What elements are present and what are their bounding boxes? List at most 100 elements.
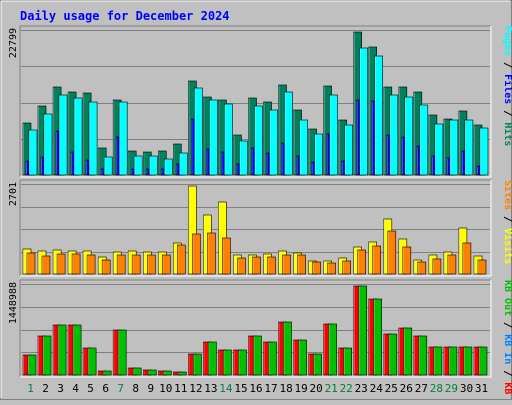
bar-pages-day-4 [73, 97, 83, 176]
bar-sites [26, 252, 36, 275]
bar-pages-day-1 [28, 129, 38, 176]
bar-sites-day-30 [462, 242, 472, 275]
bar-pages-day-21 [329, 94, 338, 176]
bar-sites [267, 256, 276, 275]
day-label: 28 [430, 382, 443, 395]
bar-pages [419, 104, 429, 176]
bar-sites-day-22 [342, 260, 352, 275]
bar-kb_out-day-22 [343, 347, 353, 376]
bar-sites [41, 255, 51, 275]
bar-sites [207, 232, 216, 275]
bar-pages [73, 97, 83, 176]
bar-sites [192, 233, 201, 275]
legend-separator: / [502, 56, 512, 74]
bar-sites [56, 253, 66, 275]
bar-pages [404, 96, 414, 176]
bar-sites-day-19 [297, 254, 306, 275]
bar-kb_out [72, 324, 82, 376]
bar-kb_out-day-31 [478, 346, 488, 376]
panel-bottom: 1448988 KB Out / KB In / KB F [8, 279, 512, 405]
bar-pages-day-14 [224, 103, 233, 176]
day-label: 11 [174, 382, 187, 395]
bar-kb_out [57, 324, 67, 376]
bar-kb_out [148, 369, 157, 376]
bar-pages-day-22 [344, 124, 354, 176]
bar-kb_out-day-4 [72, 324, 82, 376]
bar-kb_out [102, 370, 112, 376]
bar-kb_out-day-27 [418, 335, 428, 376]
bar-pages [209, 99, 218, 176]
bar-sites-day-3 [56, 253, 66, 275]
bar-kb_out [343, 347, 353, 376]
day-label: 29 [445, 382, 458, 395]
day-label: 17 [264, 382, 277, 395]
legend-entry-kb_f: KB F [502, 382, 512, 400]
bar-kb_out-day-9 [148, 369, 157, 376]
bar-pages-day-24 [374, 55, 384, 176]
bar-sites [402, 246, 412, 275]
bar-kb_out [238, 349, 247, 376]
bar-sites [131, 254, 141, 275]
bar-pages [269, 109, 278, 176]
bar-kb_out [388, 333, 398, 376]
bar-kb_out-day-5 [87, 347, 97, 376]
bar-pages [103, 156, 113, 176]
day-label: 23 [355, 382, 368, 395]
legend-separator: / [502, 364, 512, 382]
bar-pages-day-26 [404, 96, 414, 176]
bar-kb_out-day-21 [328, 323, 337, 376]
bar-pages [149, 155, 158, 176]
day-label: 13 [204, 382, 217, 395]
bar-pages [254, 105, 263, 176]
chart-title: Daily usage for December 2024 [20, 9, 230, 23]
bar-kb_out-day-24 [373, 298, 383, 376]
bar-kb_out-day-15 [238, 349, 247, 376]
bar-pages [28, 129, 38, 176]
bar-sites-day-2 [41, 255, 51, 275]
bar-sites-day-18 [282, 254, 291, 275]
bar-kb_out [358, 285, 368, 376]
bar-sites-day-17 [267, 256, 276, 275]
day-axis: 1 2 3 4 5 6 7 8 9 10 11 12 13 14 15 16 17 18 19 20 21 22 23 24 2… [27, 382, 488, 395]
day-label: 8 [132, 382, 139, 395]
bar-sites [327, 262, 336, 275]
bar-sites [71, 253, 81, 275]
bar-sites [147, 254, 156, 275]
bar-pages-day-19 [299, 119, 308, 176]
bar-sites [222, 237, 231, 275]
bar-pages-day-5 [88, 101, 98, 176]
bar-kb_out-day-19 [298, 339, 307, 376]
legend-separator: / [502, 210, 512, 228]
bar-pages-day-15 [239, 140, 248, 176]
bar-sites [372, 245, 382, 275]
bar-pages-day-11 [179, 152, 188, 176]
day-label: 26 [400, 382, 413, 395]
bar-kb_out-day-25 [388, 333, 398, 376]
bar-sites [432, 258, 442, 275]
bar-kb_out [208, 341, 217, 376]
bar-pages [479, 127, 489, 176]
bar-pages-day-7 [118, 101, 128, 176]
bar-pages [224, 103, 233, 176]
bar-pages [133, 155, 143, 176]
bar-kb_out-day-3 [57, 324, 67, 376]
bar-pages [179, 152, 188, 176]
legend-entry-sites: Sites [502, 180, 512, 210]
bar-sites [387, 230, 397, 275]
day-label: 22 [340, 382, 353, 395]
bar-sites-day-14 [222, 237, 231, 275]
bar-sites [477, 259, 487, 275]
bar-pages [43, 113, 53, 176]
day-label: 16 [249, 382, 262, 395]
panel-top: 22799 Pages / Files / Hits [8, 25, 512, 178]
bar-sites [101, 259, 111, 275]
bar-sites-day-13 [207, 232, 216, 275]
bar-kb_out [433, 346, 443, 376]
day-label: 2 [42, 382, 49, 395]
legend-entry-visits: Visits [502, 228, 512, 264]
day-label: 9 [147, 382, 154, 395]
bar-pages [434, 123, 444, 176]
legend-entry-hits: Hits [502, 122, 512, 146]
